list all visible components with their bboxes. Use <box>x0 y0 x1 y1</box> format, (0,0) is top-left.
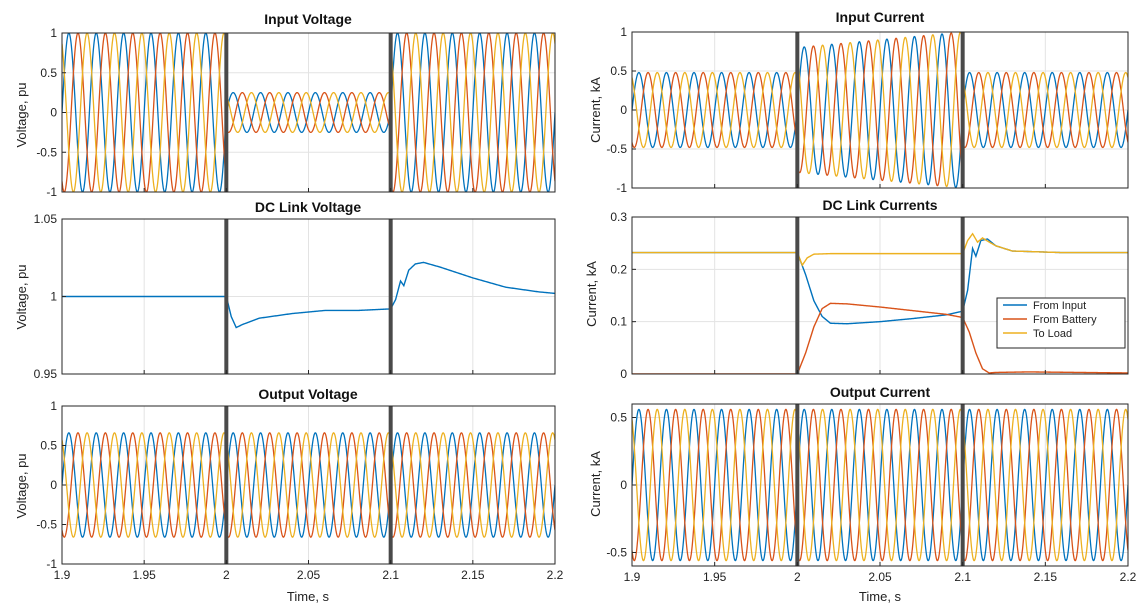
series-line-phase-b <box>632 408 1128 562</box>
y-tick-label: 0.95 <box>34 367 58 381</box>
y-axis-label: Current, kA <box>588 77 603 143</box>
panel-dc-link-currents: DC Link Currents Current, kA 0 0.1 0.2 0.3 F… <box>584 197 1129 381</box>
series-line-phase-c <box>62 432 555 538</box>
y-tick-label: -0.5 <box>36 518 57 532</box>
x-tick-label: 1.95 <box>703 570 727 584</box>
panel-output-current: Output Current Current, kA Time, s -0.5 0… <box>588 384 1137 604</box>
series-group <box>62 432 555 538</box>
panel-input-current: Input Current Current, kA -1 -0.5 0 0.5 1 <box>588 9 1129 195</box>
x-tick-label: 2.05 <box>868 570 892 584</box>
y-tick-label: 0.1 <box>610 315 627 329</box>
y-tick-label: -1 <box>616 181 627 195</box>
panel-title: DC Link Currents <box>822 197 937 213</box>
x-tick-label: 2.15 <box>461 568 485 582</box>
y-tick-label: -0.5 <box>606 546 627 560</box>
panel-title: Input Current <box>836 9 925 25</box>
x-tick-label: 1.9 <box>624 570 641 584</box>
y-tick-label: 0.5 <box>610 411 627 425</box>
x-tick-label: 2.2 <box>547 568 564 582</box>
x-axis-label: Time, s <box>287 589 330 604</box>
series-line-phase-c <box>632 408 1128 562</box>
y-tick-label: 0.2 <box>610 262 627 276</box>
series-line-phase-b <box>632 32 1128 187</box>
panel-output-voltage: Output Voltage Voltage, pu Time, s -1 -0.… <box>14 386 564 604</box>
series-line-phase-b <box>62 33 555 192</box>
series-line-phase-a <box>632 408 1128 562</box>
series-line-phase-c <box>632 32 1128 188</box>
series-line-phase-a <box>62 432 555 538</box>
legend-entry: To Load <box>1033 328 1072 340</box>
y-axis-label: Current, kA <box>584 261 599 327</box>
y-tick-label: 0.5 <box>40 439 57 453</box>
y-tick-label: -0.5 <box>36 145 57 159</box>
series-group <box>62 261 555 329</box>
y-tick-label: 1 <box>50 399 57 413</box>
panel-title: Output Voltage <box>258 386 357 402</box>
x-tick-label: 1.9 <box>54 568 71 582</box>
y-tick-label: 1 <box>50 26 57 40</box>
legend: From Input From Battery To Load <box>996 297 1126 349</box>
y-tick-label: 1.05 <box>34 212 58 226</box>
y-tick-label: -0.5 <box>606 142 627 156</box>
y-axis-label: Voltage, pu <box>14 264 29 329</box>
panel-dc-link-voltage: DC Link Voltage Voltage, pu 0.95 1 1.05 <box>14 199 556 381</box>
series-line-dc <box>62 261 555 329</box>
y-tick-label: 1 <box>50 290 57 304</box>
x-tick-label: 2.1 <box>382 568 399 582</box>
series-line-phase-a <box>62 33 555 192</box>
series-group <box>62 33 555 192</box>
y-tick-label: 0.3 <box>610 210 627 224</box>
y-tick-label: 0 <box>50 106 57 120</box>
y-axis-label: Voltage, pu <box>14 82 29 147</box>
y-tick-label: 0 <box>50 478 57 492</box>
y-tick-label: 0.5 <box>610 64 627 78</box>
series-line-to-load <box>632 232 1128 267</box>
panel-title: DC Link Voltage <box>255 199 362 215</box>
x-tick-label: 2.2 <box>1120 570 1137 584</box>
x-tick-label: 2 <box>223 568 230 582</box>
y-axis-label: Current, kA <box>588 451 603 517</box>
legend-box <box>996 297 1126 349</box>
x-tick-label: 2.05 <box>297 568 321 582</box>
y-tick-label: -1 <box>46 185 57 199</box>
series-group <box>632 408 1128 562</box>
panel-title: Input Voltage <box>264 11 352 27</box>
x-tick-label: 2 <box>794 570 801 584</box>
panel-title: Output Current <box>830 384 931 400</box>
y-tick-label: 0 <box>620 478 627 492</box>
legend-entry: From Battery <box>1033 314 1097 326</box>
series-line-phase-a <box>632 33 1128 188</box>
y-tick-label: -1 <box>46 557 57 571</box>
series-line-phase-c <box>62 33 555 192</box>
legend-entry: From Input <box>1033 300 1086 312</box>
y-tick-label: 1 <box>620 25 627 39</box>
series-line-phase-b <box>62 432 555 538</box>
x-axis-label: Time, s <box>859 589 902 604</box>
panel-input-voltage: Input Voltage Voltage, pu -1 -0.5 0 0.5 1 <box>14 11 556 199</box>
x-tick-label: 2.15 <box>1034 570 1058 584</box>
y-tick-label: 0 <box>620 367 627 381</box>
y-axis-label: Voltage, pu <box>14 453 29 518</box>
x-tick-label: 2.1 <box>954 570 971 584</box>
y-tick-label: 0 <box>620 103 627 117</box>
x-tick-label: 1.95 <box>132 568 156 582</box>
series-group <box>632 32 1128 188</box>
y-tick-label: 0.5 <box>40 66 57 80</box>
